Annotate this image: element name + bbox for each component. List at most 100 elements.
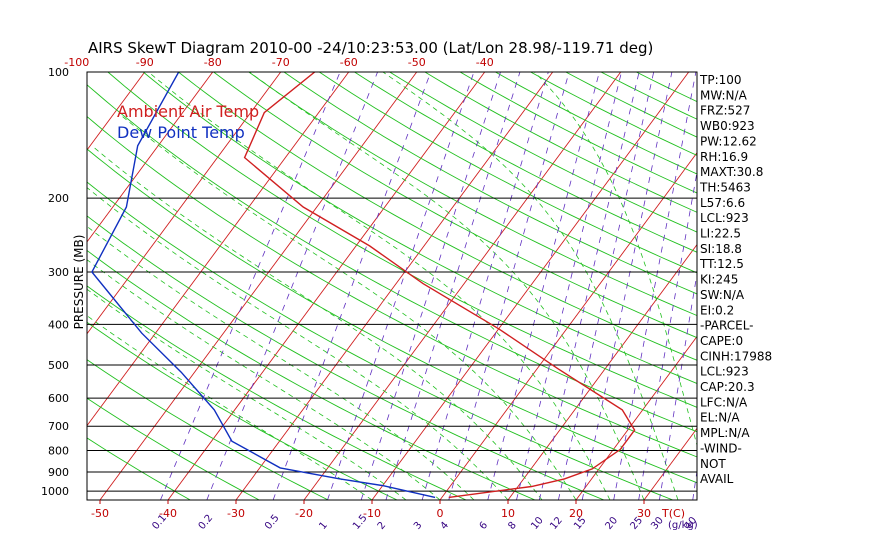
pressure-tick-label: 100	[48, 66, 69, 79]
mixing-ratio-line	[558, 72, 655, 500]
isotherm-line	[0, 72, 9, 500]
mixing-ratio-label: 20	[604, 515, 621, 532]
index-item: KI:245	[700, 273, 738, 287]
index-item: LCL:923	[700, 365, 749, 379]
temp-bottom-tick-label: 0	[437, 507, 444, 520]
temp-top-tick-label: -40	[476, 56, 494, 69]
moist-adiabat-line	[534, 72, 697, 447]
index-item: AVAIL	[700, 472, 734, 486]
index-item: MAXT:30.8	[700, 165, 763, 179]
isotherm-line	[0, 72, 77, 500]
mixing-ratio-line	[538, 72, 640, 500]
dry-adiabat-line	[87, 181, 674, 500]
temp-bottom-tick-label: 20	[569, 507, 583, 520]
mixing-ratio-label: 4	[439, 520, 452, 532]
dry-adiabat-line	[213, 72, 697, 339]
index-item: TH:5463	[699, 180, 751, 194]
pressure-tick-label: 1000	[41, 485, 69, 498]
mixing-ratio-line	[613, 72, 697, 500]
moist-adiabat-line	[87, 315, 373, 500]
profile-layer	[91, 72, 636, 499]
dry-adiabat-line	[87, 148, 697, 484]
chart-title: AIRS SkewT Diagram 2010-00 -24/10:23:53.…	[88, 39, 653, 57]
mixing-ratio-label: 2	[376, 520, 389, 532]
isotherm-line	[439, 151, 697, 500]
dry-adiabat-line	[87, 84, 697, 433]
dry-adiabat-line	[87, 249, 536, 500]
dry-adiabat-line	[530, 72, 697, 156]
mixing-ratio-line	[448, 72, 570, 500]
index-item: LFC:N/A	[700, 395, 748, 409]
index-item: NOT	[700, 457, 726, 471]
moist-adiabat-line	[249, 72, 645, 500]
mixing-ratio-label: 3	[412, 520, 425, 532]
index-item: PW:12.62	[700, 134, 757, 148]
index-item: FRZ:527	[700, 104, 750, 118]
index-item: TP:100	[699, 73, 742, 87]
isotherm-line	[87, 72, 282, 335]
index-item: CINH:17988	[700, 349, 772, 363]
moist-adiabat-line	[148, 72, 611, 500]
mixing-ratio-line	[385, 72, 521, 500]
mixing-ratio-label: 8	[506, 520, 519, 532]
pressure-tick-label: 300	[48, 266, 69, 279]
dry-adiabat-line	[87, 397, 260, 500]
index-item: RH:16.9	[700, 150, 748, 164]
isotherm-line	[303, 72, 622, 500]
temp-bottom-tick-label: -40	[159, 507, 177, 520]
moist-adiabat-line	[87, 187, 509, 500]
moist-adiabat-line	[92, 146, 543, 500]
dry-adiabat-line	[107, 72, 697, 408]
mixing-ratio-label: 0.5	[263, 513, 282, 532]
dry-adiabat-line	[459, 72, 697, 194]
mixing-ratio-label: 10	[529, 515, 546, 532]
index-item: CAPE:0	[700, 334, 743, 348]
pressure-tick-label: 900	[48, 466, 69, 479]
mixing-ratio-line	[327, 72, 475, 500]
dry-adiabat-line	[87, 321, 398, 500]
index-item: MW:N/A	[700, 88, 748, 102]
temp-bottom-tick-label: -10	[363, 507, 381, 520]
dry-adiabat-line	[178, 72, 697, 361]
index-item: WB0:923	[700, 119, 755, 133]
mixing-ratio-line	[160, 72, 341, 500]
dry-adiabat-line	[87, 359, 329, 500]
pressure-tick-label: 400	[48, 318, 69, 331]
moist-adiabat-line	[87, 259, 441, 500]
mixing-ratio-unit-label: (g/kg)	[668, 520, 698, 531]
temp-bottom-tick-label: -50	[91, 507, 109, 520]
y-axis-label: PRESSURE (MB)	[72, 235, 86, 330]
mixing-ratio-line	[659, 271, 697, 500]
temp-top-tick-label: -50	[408, 56, 426, 69]
pressure-tick-label: 500	[48, 359, 69, 372]
temp-top-tick-label: -80	[204, 56, 222, 69]
moist-adiabat-line	[87, 288, 407, 500]
isotherm-line	[235, 72, 554, 500]
mixing-ratio-label: 0.2	[197, 513, 216, 532]
mixing-ratio-label: 12	[548, 515, 565, 532]
index-item: -WIND-	[700, 441, 742, 455]
dry-adiabat-line	[495, 72, 697, 175]
index-item: L57:6.6	[700, 196, 745, 210]
isotherm-line	[167, 72, 486, 500]
dry-adiabat-line	[319, 72, 697, 274]
isotherm-line	[87, 72, 214, 243]
index-item: TT:12.5	[699, 257, 744, 271]
ambient-temp-line	[243, 72, 636, 499]
legend-dewpoint: Dew Point Temp	[117, 123, 245, 142]
temp-bottom-tick-label: -30	[227, 507, 245, 520]
isotherm-line	[575, 335, 697, 500]
index-item: LI:22.5	[700, 227, 741, 241]
dewpoint-temp-line	[91, 72, 436, 499]
temp-bottom-tick-label: 30	[637, 507, 651, 520]
dry-adiabat-line	[87, 215, 605, 500]
plot-frame	[86, 71, 698, 501]
pressure-tick-label: 700	[48, 420, 69, 433]
moist-adiabat-line	[382, 72, 679, 500]
dry-adiabat-line	[142, 72, 697, 384]
isotherm-line	[87, 72, 146, 151]
index-item: SW:N/A	[700, 288, 745, 302]
temp-bottom-tick-label: -20	[295, 507, 313, 520]
